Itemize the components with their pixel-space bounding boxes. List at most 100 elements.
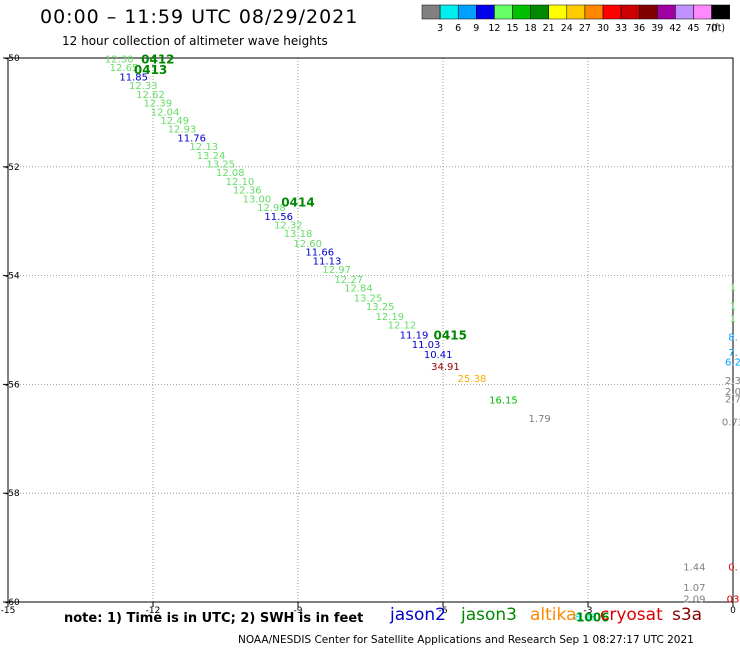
- data-point: 13.25: [354, 293, 383, 304]
- data-point: 11.85: [119, 72, 148, 83]
- data-point: 1: [730, 314, 736, 325]
- satellite-altika: altika: [530, 605, 577, 625]
- data-point: 13.25: [206, 160, 235, 171]
- data-point: 12.60: [293, 239, 322, 250]
- data-point: 11.03: [412, 340, 441, 351]
- data-point: 13.00: [243, 194, 272, 205]
- pass-id: 1006: [576, 611, 609, 625]
- data-point: 8.08: [574, 613, 596, 624]
- y-tick-label: -54: [5, 272, 20, 282]
- legend-swatch: [476, 4, 495, 20]
- data-point: 12.33: [129, 81, 158, 92]
- chart-subtitle: 12 hour collection of altimeter wave hei…: [62, 34, 328, 48]
- grid: [8, 58, 733, 602]
- legend-swatch: [530, 4, 549, 20]
- x-tick-label: -15: [1, 606, 16, 616]
- legend-swatch: [439, 4, 459, 20]
- pass-id: 0415: [434, 328, 467, 342]
- legend-label: 18: [525, 23, 537, 34]
- legend-label: 70: [706, 23, 718, 34]
- legend-label: 39: [651, 23, 663, 34]
- data-point: 12.97: [322, 265, 351, 276]
- legend-label: 27: [579, 23, 591, 34]
- data-point: 12.13: [189, 142, 218, 153]
- data-point: 11.56: [264, 212, 293, 223]
- legend-label: 12: [488, 23, 500, 34]
- legend-swatch: [711, 4, 730, 20]
- color-legend: 3 6 9 12 15 18 21 24 27 30 33 36 39 42 45 70(ft): [421, 4, 730, 34]
- data-point: 1: [730, 282, 736, 293]
- y-tick-label: -60: [5, 598, 20, 608]
- legend-swatch: [602, 4, 622, 20]
- data-point: 12.27: [334, 275, 363, 286]
- legend-label: 15: [506, 23, 518, 34]
- data-point: 13.24: [197, 151, 226, 162]
- legend-label: 36: [633, 23, 645, 34]
- legend-label: 3: [437, 23, 443, 34]
- satellite-jason2: jason2: [390, 605, 446, 625]
- data-point: 13.18: [284, 229, 313, 240]
- plot-frame: [7, 57, 734, 603]
- legend-label: 9: [473, 23, 479, 34]
- data-point: 12.19: [376, 312, 405, 323]
- legend-label: 21: [543, 23, 555, 34]
- data-point: 0.: [728, 563, 738, 574]
- legend-swatch: [512, 4, 531, 20]
- data-point: 11.13: [313, 256, 342, 267]
- data-point: 12.93: [168, 125, 197, 136]
- data-point: 11.19: [400, 330, 429, 341]
- satellite-cryosat: cryosat: [600, 605, 663, 625]
- x-tick-label: -6: [439, 606, 448, 616]
- data-point: 12.49: [160, 116, 189, 127]
- legend-label: 42: [669, 23, 681, 34]
- data-point: 13.25: [366, 302, 395, 313]
- y-tick-label: -52: [5, 163, 20, 173]
- data-point: 12.30: [105, 55, 134, 66]
- data-points: 12.3012.6511.8512.3312.6212.3912.0412.49…: [105, 55, 740, 624]
- axes: -15 -12 -9 -6 -3 0 -50 -52 -54 -56 -58 -60: [1, 54, 736, 616]
- legend-label: 24: [561, 23, 573, 34]
- legend-swatch: [457, 4, 477, 20]
- data-point: 8.: [728, 333, 738, 344]
- data-point: 1.79: [529, 414, 551, 425]
- data-point: 12.62: [136, 90, 165, 101]
- pass-id: 0413: [134, 63, 167, 77]
- data-point: 12.04: [151, 107, 180, 118]
- data-point: 25.38: [458, 374, 487, 385]
- legend-swatch: [620, 4, 640, 20]
- data-point: 2.0: [725, 387, 740, 398]
- data-point: 11.76: [177, 133, 206, 144]
- data-point: 1: [730, 302, 736, 313]
- data-point: 11.66: [305, 248, 334, 259]
- data-point: 6.2: [725, 358, 740, 369]
- legend-swatch: [548, 4, 568, 20]
- legend-label: 30: [597, 23, 609, 34]
- pass-id: 0412: [141, 53, 174, 67]
- legend-label: 33: [615, 23, 627, 34]
- x-tick-label: 0: [730, 606, 736, 616]
- pass-id: 0414: [281, 196, 314, 210]
- x-tick-label: -9: [294, 606, 303, 616]
- legend-label: 45: [687, 23, 699, 34]
- satellite-s3a: s3a: [672, 605, 703, 625]
- data-point: 12.08: [216, 168, 245, 179]
- data-point: 10.41: [424, 350, 453, 361]
- data-point: 12.65: [110, 63, 139, 74]
- legend-swatch: [584, 4, 604, 20]
- data-point: 0.73: [722, 417, 740, 428]
- data-point: 34.91: [431, 362, 460, 373]
- legend-label: 6: [455, 23, 461, 34]
- data-point: 12.39: [144, 99, 173, 110]
- data-point: 12.10: [226, 177, 255, 188]
- data-point: 2.7: [725, 395, 740, 406]
- footer-credit: NOAA/NESDIS Center for Satellite Applica…: [238, 634, 694, 646]
- chart-title: 00:00 – 11:59 UTC 08/29/2021: [40, 6, 359, 28]
- data-point: 12.36: [233, 186, 262, 197]
- legend-swatch: [693, 4, 712, 20]
- x-tick-label: -12: [146, 606, 161, 616]
- footer-note: note: 1) Time is in UTC; 2) SWH is in fe…: [64, 611, 364, 626]
- legend-unit: (ft): [711, 23, 725, 34]
- y-tick-label: -50: [5, 54, 20, 64]
